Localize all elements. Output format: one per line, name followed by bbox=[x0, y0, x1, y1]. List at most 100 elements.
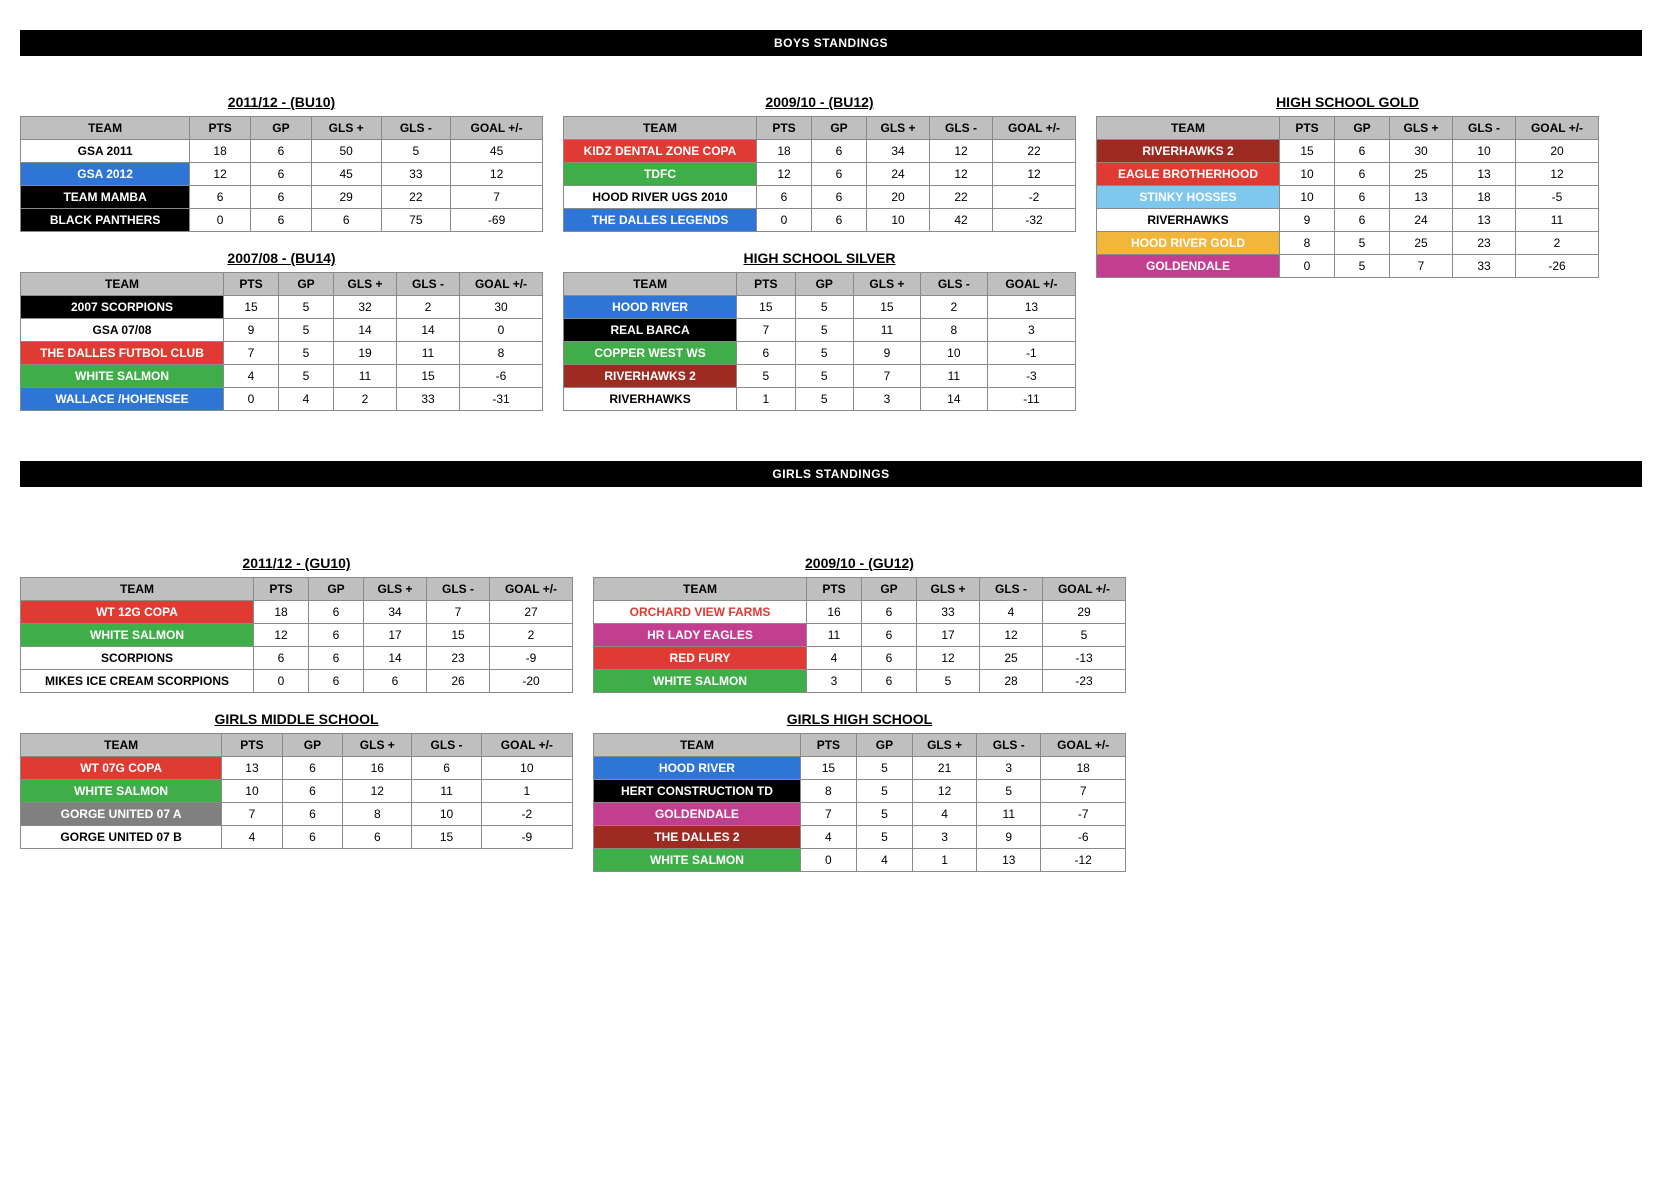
table-row: HOOD RIVER GOLD8525232 bbox=[1097, 232, 1599, 255]
stat-cell: 15 bbox=[853, 296, 920, 319]
stat-cell: 6 bbox=[282, 826, 342, 849]
col-header: PTS bbox=[737, 273, 795, 296]
group-title: GIRLS MIDDLE SCHOOL bbox=[20, 711, 573, 727]
table-row: EAGLE BROTHERHOOD106251312 bbox=[1097, 163, 1599, 186]
col-header: TEAM bbox=[1097, 117, 1280, 140]
table-row: GOLDENDALE05733-26 bbox=[1097, 255, 1599, 278]
stat-cell: -13 bbox=[1043, 647, 1126, 670]
team-cell: HR LADY EAGLES bbox=[594, 624, 807, 647]
stat-cell: 6 bbox=[812, 140, 867, 163]
stat-cell: 26 bbox=[427, 670, 490, 693]
team-cell: WT 12G COPA bbox=[21, 601, 254, 624]
stat-cell: 6 bbox=[1335, 186, 1390, 209]
stat-cell: 15 bbox=[397, 365, 460, 388]
standings-table: TEAMPTSGPGLS +GLS -GOAL +/-ORCHARD VIEW … bbox=[593, 577, 1126, 693]
stat-cell: 8 bbox=[460, 342, 543, 365]
stat-cell: 12 bbox=[254, 624, 309, 647]
team-cell: HOOD RIVER bbox=[564, 296, 737, 319]
team-cell: RIVERHAWKS bbox=[564, 388, 737, 411]
stat-cell: -2 bbox=[993, 186, 1076, 209]
stat-cell: -7 bbox=[1041, 803, 1126, 826]
stat-cell: 14 bbox=[920, 388, 987, 411]
stat-cell: 0 bbox=[800, 849, 856, 872]
group-bu10: 2011/12 - (BU10)TEAMPTSGPGLS +GLS -GOAL … bbox=[20, 86, 543, 232]
col-header: GOAL +/- bbox=[481, 734, 572, 757]
stat-cell: 13 bbox=[977, 849, 1041, 872]
stat-cell: 27 bbox=[490, 601, 573, 624]
stat-cell: -20 bbox=[490, 670, 573, 693]
stat-cell: 18 bbox=[1453, 186, 1516, 209]
stat-cell: 25 bbox=[1390, 163, 1453, 186]
col-header: GP bbox=[251, 117, 312, 140]
table-row: MIKES ICE CREAM SCORPIONS06626-20 bbox=[21, 670, 573, 693]
stat-cell: 16 bbox=[807, 601, 862, 624]
team-cell: HOOD RIVER GOLD bbox=[1097, 232, 1280, 255]
team-cell: TDFC bbox=[564, 163, 757, 186]
stat-cell: 15 bbox=[800, 757, 856, 780]
table-row: HOOD RIVER15521318 bbox=[594, 757, 1126, 780]
team-cell: GORGE UNITED 07 B bbox=[21, 826, 222, 849]
stat-cell: -6 bbox=[1041, 826, 1126, 849]
group-girls-ms: GIRLS MIDDLE SCHOOL TEAMPTSGPGLS +GLS -GO… bbox=[20, 703, 573, 849]
stat-cell: 5 bbox=[1335, 232, 1390, 255]
standings-table: TEAMPTSGPGLS +GLS -GOAL +/-WT 07G COPA13… bbox=[20, 733, 573, 849]
boys-row-1: 2011/12 - (BU10)TEAMPTSGPGLS +GLS -GOAL … bbox=[20, 86, 1642, 411]
stat-cell: 6 bbox=[190, 186, 251, 209]
col-header: PTS bbox=[222, 734, 282, 757]
col-header: GP bbox=[279, 273, 334, 296]
stat-cell: 15 bbox=[427, 624, 490, 647]
stat-cell: 5 bbox=[279, 296, 334, 319]
col-header: GLS + bbox=[867, 117, 930, 140]
stat-cell: 13 bbox=[1453, 163, 1516, 186]
stat-cell: 12 bbox=[343, 780, 412, 803]
stat-cell: 7 bbox=[1041, 780, 1126, 803]
col-header: GLS + bbox=[853, 273, 920, 296]
stat-cell: 6 bbox=[862, 670, 917, 693]
team-cell: SCORPIONS bbox=[21, 647, 254, 670]
stat-cell: 0 bbox=[224, 388, 279, 411]
stat-cell: 6 bbox=[757, 186, 812, 209]
stat-cell: 8 bbox=[800, 780, 856, 803]
stat-cell: 4 bbox=[222, 826, 282, 849]
table-row: RED FURY461225-13 bbox=[594, 647, 1126, 670]
group-bu14: 2007/08 - (BU14)TEAMPTSGPGLS +GLS -GOAL … bbox=[20, 242, 543, 411]
team-cell: MIKES ICE CREAM SCORPIONS bbox=[21, 670, 254, 693]
stat-cell: 23 bbox=[427, 647, 490, 670]
stat-cell: 34 bbox=[867, 140, 930, 163]
col-header: GLS - bbox=[980, 578, 1043, 601]
stat-cell: 15 bbox=[1280, 140, 1335, 163]
stat-cell: 18 bbox=[1041, 757, 1126, 780]
col-header: GLS - bbox=[397, 273, 460, 296]
col-header: GOAL +/- bbox=[490, 578, 573, 601]
team-cell: KIDZ DENTAL ZONE COPA bbox=[564, 140, 757, 163]
stat-cell: 5 bbox=[977, 780, 1041, 803]
stat-cell: 19 bbox=[334, 342, 397, 365]
stat-cell: 33 bbox=[917, 601, 980, 624]
stat-cell: -9 bbox=[490, 647, 573, 670]
col-header: GLS + bbox=[364, 578, 427, 601]
col-header: GLS + bbox=[1390, 117, 1453, 140]
team-cell: WHITE SALMON bbox=[594, 670, 807, 693]
stat-cell: 33 bbox=[397, 388, 460, 411]
stat-cell: 8 bbox=[1280, 232, 1335, 255]
stat-cell: 1 bbox=[912, 849, 976, 872]
stat-cell: 17 bbox=[364, 624, 427, 647]
stat-cell: 6 bbox=[412, 757, 481, 780]
stat-cell: 6 bbox=[251, 209, 312, 232]
team-cell: RIVERHAWKS 2 bbox=[564, 365, 737, 388]
group-title: HIGH SCHOOL SILVER bbox=[563, 250, 1076, 266]
group-title: 2009/10 - (BU12) bbox=[563, 94, 1076, 110]
table-row: THE DALLES LEGENDS061042-32 bbox=[564, 209, 1076, 232]
stat-cell: 14 bbox=[397, 319, 460, 342]
stat-cell: 11 bbox=[920, 365, 987, 388]
group-hs-gold: HIGH SCHOOL GOLDTEAMPTSGPGLS +GLS -GOAL … bbox=[1096, 86, 1599, 278]
stat-cell: 6 bbox=[282, 780, 342, 803]
stat-cell: 0 bbox=[757, 209, 812, 232]
col-header: TEAM bbox=[21, 273, 224, 296]
stat-cell: 12 bbox=[980, 624, 1043, 647]
table-row: WT 07G COPA13616610 bbox=[21, 757, 573, 780]
stat-cell: 25 bbox=[1390, 232, 1453, 255]
stat-cell: 5 bbox=[856, 780, 912, 803]
stat-cell: 13 bbox=[987, 296, 1075, 319]
stat-cell: 32 bbox=[334, 296, 397, 319]
